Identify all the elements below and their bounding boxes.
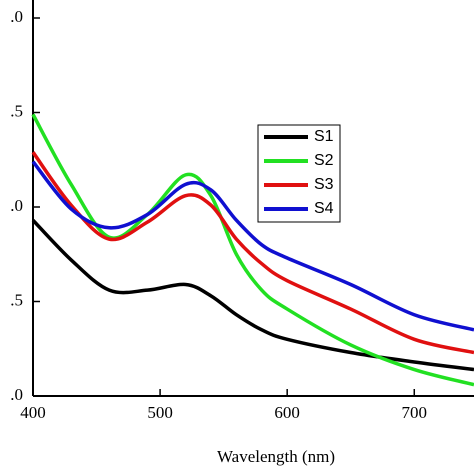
legend-label: S1 xyxy=(314,128,334,145)
line-series xyxy=(31,219,474,372)
line-series xyxy=(31,113,474,387)
y-tick-label: .0 xyxy=(10,7,23,26)
y-tick-label: .0 xyxy=(10,196,23,215)
legend-label: S4 xyxy=(314,200,334,217)
x-axis-label: Wavelength (nm) xyxy=(217,447,335,466)
y-tick-label: .0 xyxy=(10,385,23,404)
legend: S1 S2 S3 S4 xyxy=(257,124,341,223)
x-tick-label: 400 xyxy=(20,403,46,422)
legend-label: S2 xyxy=(314,152,334,169)
x-tick-label: 700 xyxy=(402,403,428,422)
line-series xyxy=(31,160,474,332)
legend-label: S3 xyxy=(314,176,334,193)
line-series xyxy=(31,151,474,355)
x-tick-label: 500 xyxy=(147,403,173,422)
x-tick-label: 600 xyxy=(274,403,300,422)
legend-box xyxy=(257,124,341,223)
y-tick-label: .5 xyxy=(10,290,23,309)
y-tick-label: .5 xyxy=(10,101,23,120)
